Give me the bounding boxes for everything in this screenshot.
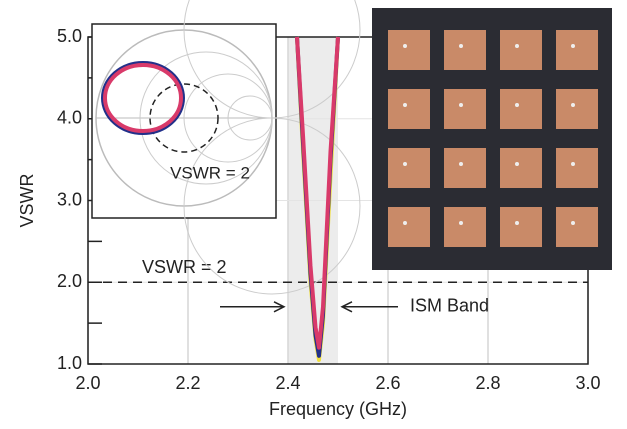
feed-point <box>459 44 463 48</box>
y-tick-label: 2.0 <box>57 271 82 291</box>
feed-point <box>459 221 463 225</box>
feed-point <box>571 162 575 166</box>
x-tick-label: 2.8 <box>475 373 500 393</box>
x-tick-label: 2.0 <box>75 373 100 393</box>
feed-point <box>515 44 519 48</box>
patch <box>556 207 598 247</box>
patch <box>388 89 430 129</box>
band-label: ISM Band <box>410 296 489 316</box>
patch <box>444 148 486 188</box>
x-tick-label: 2.2 <box>175 373 200 393</box>
feed-point <box>515 103 519 107</box>
y-tick-label: 3.0 <box>57 189 82 209</box>
y-tick-label: 1.0 <box>57 353 82 373</box>
x-axis-label: Frequency (GHz) <box>269 399 407 419</box>
patch <box>388 148 430 188</box>
feed-point <box>459 103 463 107</box>
patch <box>500 148 542 188</box>
feed-point <box>571 44 575 48</box>
feed-point <box>403 44 407 48</box>
feed-point <box>515 221 519 225</box>
feed-point <box>571 103 575 107</box>
inset-label: VSWR = 2 <box>170 163 250 182</box>
patch <box>388 30 430 70</box>
y-tick-label: 5.0 <box>57 26 82 46</box>
patch <box>556 30 598 70</box>
feed-point <box>403 162 407 166</box>
patch <box>388 207 430 247</box>
patch <box>500 207 542 247</box>
patch <box>444 89 486 129</box>
patch <box>556 89 598 129</box>
feed-point <box>571 221 575 225</box>
feed-point <box>459 162 463 166</box>
patch <box>444 30 486 70</box>
patch <box>500 89 542 129</box>
reference-label: VSWR = 2 <box>142 257 227 277</box>
antenna-photo <box>372 8 612 270</box>
patch <box>556 148 598 188</box>
y-tick-label: 4.0 <box>57 108 82 128</box>
band-arrow <box>220 302 284 312</box>
feed-point <box>403 103 407 107</box>
patch <box>444 207 486 247</box>
x-tick-label: 3.0 <box>575 373 600 393</box>
patch <box>500 30 542 70</box>
y-axis-label: VSWR <box>17 173 37 227</box>
feed-point <box>403 221 407 225</box>
x-tick-label: 2.4 <box>275 373 300 393</box>
x-tick-label: 2.6 <box>375 373 400 393</box>
band-arrow <box>342 302 398 312</box>
chart: 2.02.22.42.62.83.01.02.03.04.05.0Frequen… <box>0 0 627 429</box>
feed-point <box>515 162 519 166</box>
